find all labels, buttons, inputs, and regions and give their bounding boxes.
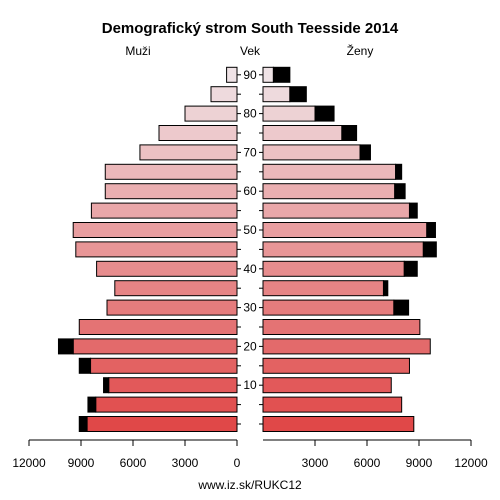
male-bar-75-79 [158,125,238,141]
female-bar-50-54 [262,222,428,238]
male-surplus-bar-15-19 [78,357,92,374]
female-bar-90+ [262,66,274,83]
female-surplus-bar-65-69 [395,163,403,180]
male-bar-85-89 [210,86,238,103]
female-surplus-bar-70-74 [359,144,371,161]
bars-group [57,66,437,432]
female-bar-0-4 [262,416,415,432]
female-surplus-bar-45-49 [422,241,437,258]
male-bar-0-4 [86,416,238,432]
male-bar-20-24 [72,338,238,355]
male-bar-15-19 [90,357,238,374]
female-surplus-bar-55-59 [408,202,418,219]
male-bar-30-34 [106,299,238,316]
male-surplus-bar-0-4 [78,416,88,432]
age-tick-label: 70 [243,145,257,159]
female-bar-55-59 [262,202,410,219]
age-label: Vek [240,44,261,58]
x-tick-label: 0 [234,456,241,470]
male-label: Muži [125,44,150,58]
female-surplus-bar-60-64 [394,183,406,200]
female-surplus-bar-30-34 [393,299,410,316]
male-surplus-bar-10-14 [103,377,110,394]
male-bar-80-84 [184,105,238,122]
female-label: Ženy [347,43,374,58]
male-bar-45-49 [75,241,238,258]
male-bar-60-64 [104,183,238,200]
female-surplus-bar-75-79 [341,125,358,141]
female-bar-5-9 [262,396,403,413]
male-surplus-bar-20-24 [57,338,74,355]
age-tick-label: 50 [243,223,257,237]
male-bar-5-9 [95,396,238,413]
male-bar-65-69 [104,163,238,180]
male-bar-50-54 [72,222,238,238]
male-bar-25-29 [78,319,238,335]
male-bar-55-59 [90,202,238,219]
age-tick-label: 80 [243,107,257,121]
age-tick-label: 10 [243,378,257,392]
age-tick-label: 90 [243,68,257,82]
female-bar-75-79 [262,125,343,141]
female-bar-85-89 [262,86,291,103]
female-bar-65-69 [262,163,397,180]
female-bar-15-19 [262,357,410,374]
x-tick-label: 6000 [354,456,381,470]
male-bar-70-74 [139,144,238,161]
x-tick-label: 12000 [12,456,46,470]
axes-group: 10 20 30 40 50 60 70 80 90 12000 9000 6000 3000 0 3000… [12,68,488,470]
female-bar-40-44 [262,260,405,277]
male-bar-40-44 [96,260,238,277]
female-surplus-bar-80-84 [314,105,335,122]
x-tick-label: 9000 [68,456,95,470]
female-surplus-bar-90+ [272,66,291,83]
footer-url[interactable]: www.iz.sk/RUKC12 [197,478,302,492]
female-bar-20-24 [262,338,431,355]
female-bar-25-29 [262,319,421,335]
male-surplus-bar-5-9 [87,396,97,413]
female-bar-80-84 [262,105,316,122]
age-tick-label: 40 [243,262,257,276]
male-bar-10-14 [108,377,238,394]
x-tick-label: 12000 [454,456,488,470]
x-tick-label: 9000 [406,456,433,470]
x-tick-label: 3000 [302,456,329,470]
female-surplus-bar-50-54 [426,222,436,238]
male-bar-90+ [226,66,238,83]
x-tick-label: 6000 [120,456,147,470]
female-bar-70-74 [262,144,361,161]
chart-title: Demografický strom South Teesside 2014 [102,20,399,37]
female-surplus-bar-40-44 [403,260,418,277]
female-bar-45-49 [262,241,424,258]
female-bar-35-39 [262,280,384,297]
age-tick-label: 30 [243,301,257,315]
x-tick-label: 3000 [172,456,199,470]
female-surplus-bar-35-39 [382,280,389,297]
age-tick-label: 60 [243,184,257,198]
female-bar-60-64 [262,183,396,200]
female-surplus-bar-85-89 [289,86,307,103]
male-bar-35-39 [114,280,238,297]
age-tick-label: 20 [243,339,257,353]
female-bar-10-14 [262,377,392,394]
female-bar-30-34 [262,299,395,316]
